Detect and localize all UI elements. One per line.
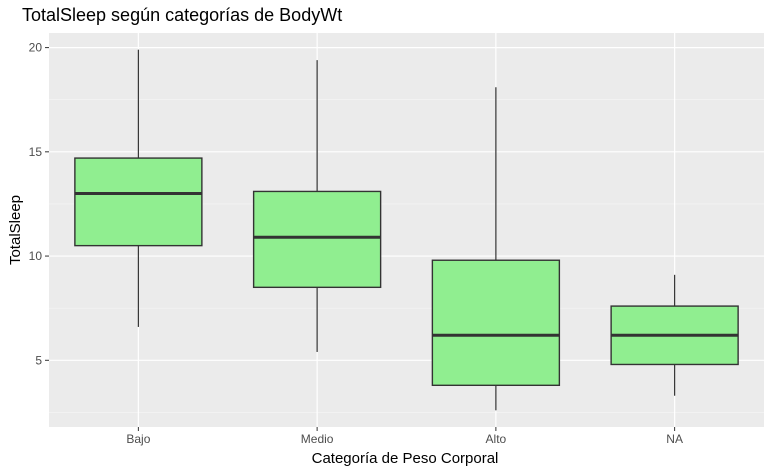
box-medio xyxy=(252,60,382,352)
x-tick-label: NA xyxy=(666,432,683,446)
y-tick-label: 10 xyxy=(29,249,43,263)
box-iqr xyxy=(431,259,561,387)
x-tick-label: Medio xyxy=(301,432,334,446)
box-iqr xyxy=(252,190,382,289)
x-tick-label: Alto xyxy=(486,432,507,446)
box-bajo xyxy=(74,49,203,327)
y-tick-label: 5 xyxy=(35,353,42,367)
y-tick-label: 15 xyxy=(29,145,43,159)
chart-title: TotalSleep según categorías de BodyWt xyxy=(22,5,342,25)
x-tick-label: Bajo xyxy=(126,432,150,446)
box-na xyxy=(610,274,739,396)
y-tick-label: 20 xyxy=(29,41,43,55)
y-axis-title: TotalSleep xyxy=(7,195,24,265)
box-alto xyxy=(431,87,561,411)
box-iqr xyxy=(74,157,203,247)
x-axis-title: Categoría de Peso Corporal xyxy=(312,450,499,467)
